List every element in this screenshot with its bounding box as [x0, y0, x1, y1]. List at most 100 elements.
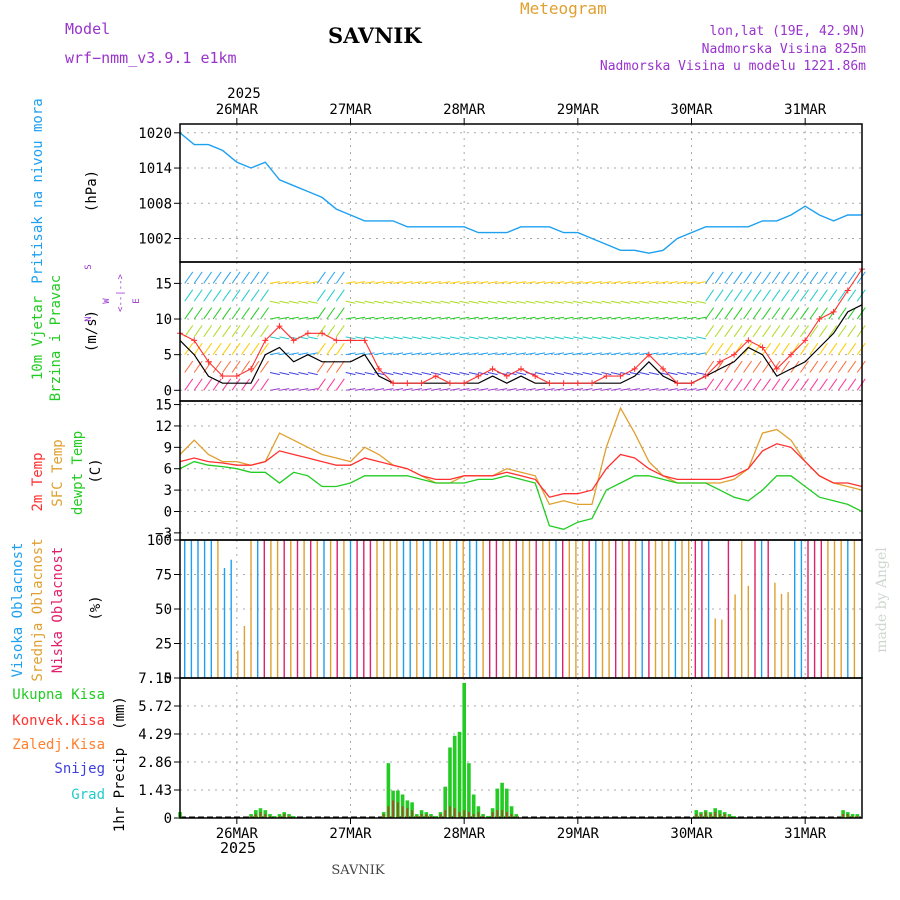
wind-barb	[724, 378, 734, 391]
wind-barb	[449, 352, 460, 356]
wind-barb	[430, 336, 441, 340]
wind-barb	[686, 336, 697, 340]
legend-zaledj-kisa: Zaledj.Kisa	[12, 737, 105, 753]
wind-barb	[554, 300, 565, 304]
wind-barb	[629, 371, 640, 376]
cloud-mid-label: Srednja Oblacnost	[30, 538, 46, 681]
bottom-day-label: 28MAR	[443, 826, 486, 842]
wind-barb	[733, 325, 743, 338]
wind-speed-line	[179, 304, 863, 384]
wind-barb	[601, 336, 612, 340]
wind-barb	[818, 289, 828, 302]
rain-conv-bar	[846, 814, 849, 818]
wind-barb	[800, 360, 809, 373]
wind-barb	[449, 281, 460, 284]
y-tick-label: 5	[164, 348, 172, 364]
wind-barb	[241, 271, 251, 284]
rain-conv-bar	[415, 816, 418, 819]
rain-total-bar	[462, 682, 466, 818]
wind-barb	[828, 360, 838, 373]
gust-marker	[248, 365, 255, 372]
y-tick-label: 0	[164, 671, 172, 687]
wind-barb	[714, 342, 724, 355]
rain-total-bar	[471, 794, 476, 819]
wind-barb	[837, 342, 847, 355]
bottom-day-label: 26MAR	[216, 826, 259, 842]
wind-barb	[468, 388, 479, 391]
wind-barb	[231, 307, 241, 320]
wind-barb	[696, 388, 707, 391]
wind-barb	[393, 300, 404, 304]
wind-barb	[639, 316, 650, 320]
wind-barb	[544, 388, 555, 391]
wind-barb	[440, 388, 451, 391]
wind-barb	[714, 271, 724, 284]
wind-barb	[563, 336, 574, 340]
wind-barb	[781, 271, 790, 284]
wind-barb	[818, 360, 828, 373]
wind-barb	[677, 371, 688, 376]
wind-barb	[383, 281, 394, 284]
gust-marker	[219, 373, 226, 380]
top-day-label: 27MAR	[329, 102, 372, 118]
wind-barb	[335, 271, 345, 284]
wind-barb	[743, 271, 753, 284]
wind-barb	[658, 316, 669, 320]
wind-barb	[212, 289, 222, 302]
rain-total-bar	[415, 814, 419, 818]
rain-conv-bar	[264, 814, 267, 818]
wind-barb	[733, 360, 743, 373]
wind-barb	[402, 281, 413, 284]
watermark: made by Angel	[874, 547, 890, 653]
y-tick-label: 6	[164, 462, 172, 478]
wind-barb	[743, 360, 753, 373]
wind-barb	[421, 336, 432, 340]
wind-barb	[316, 342, 326, 355]
wind-barb	[487, 371, 498, 376]
gust-marker	[617, 373, 624, 380]
wind-barb	[184, 378, 194, 391]
wind-barb	[800, 307, 809, 320]
wind-barb	[516, 371, 527, 376]
wind-barb	[364, 371, 375, 376]
temp-unit: (C)	[88, 458, 104, 483]
rain-conv-bar	[491, 812, 494, 819]
wind-barb	[326, 378, 336, 391]
wind-barb	[762, 325, 772, 338]
wind-barb	[781, 378, 790, 391]
y-tick-label: 12	[155, 419, 172, 435]
wind-barb	[535, 352, 546, 356]
wind-barb	[459, 316, 470, 320]
wind-barb	[288, 371, 299, 376]
rain-total-bar	[268, 814, 272, 818]
legend-snijeg: Snijeg	[54, 761, 105, 777]
gust-marker	[390, 380, 397, 387]
y-tick-label: 4.29	[138, 727, 172, 743]
wind-barb	[762, 307, 772, 320]
wind-barb	[307, 300, 318, 304]
wind-barb	[478, 300, 489, 304]
wind-barb	[535, 388, 546, 391]
wind-barb	[582, 388, 593, 391]
wind-barb	[639, 300, 650, 304]
y-tick-label: 5.72	[138, 699, 172, 715]
wind-barb	[629, 316, 640, 320]
wind-barb	[705, 307, 715, 320]
wind-barb	[771, 378, 781, 391]
wind-barb	[563, 352, 574, 356]
wind-barb	[582, 336, 593, 340]
wind-barb	[345, 352, 356, 356]
wind-barb	[658, 388, 669, 391]
gust-marker	[404, 380, 411, 387]
wind-barb	[752, 378, 762, 391]
rain-total-bar	[263, 810, 268, 818]
wind-barb	[620, 388, 631, 391]
y-tick-label: 2.86	[138, 755, 172, 771]
wind-barb	[222, 360, 232, 373]
precip-label: 1hr Precip	[112, 748, 128, 832]
bottom-year-label: 2025	[220, 839, 256, 857]
wind-barb	[591, 336, 602, 340]
wind-barb	[241, 289, 251, 302]
wind-barb	[648, 281, 659, 284]
rain-conv-bar	[468, 812, 470, 819]
